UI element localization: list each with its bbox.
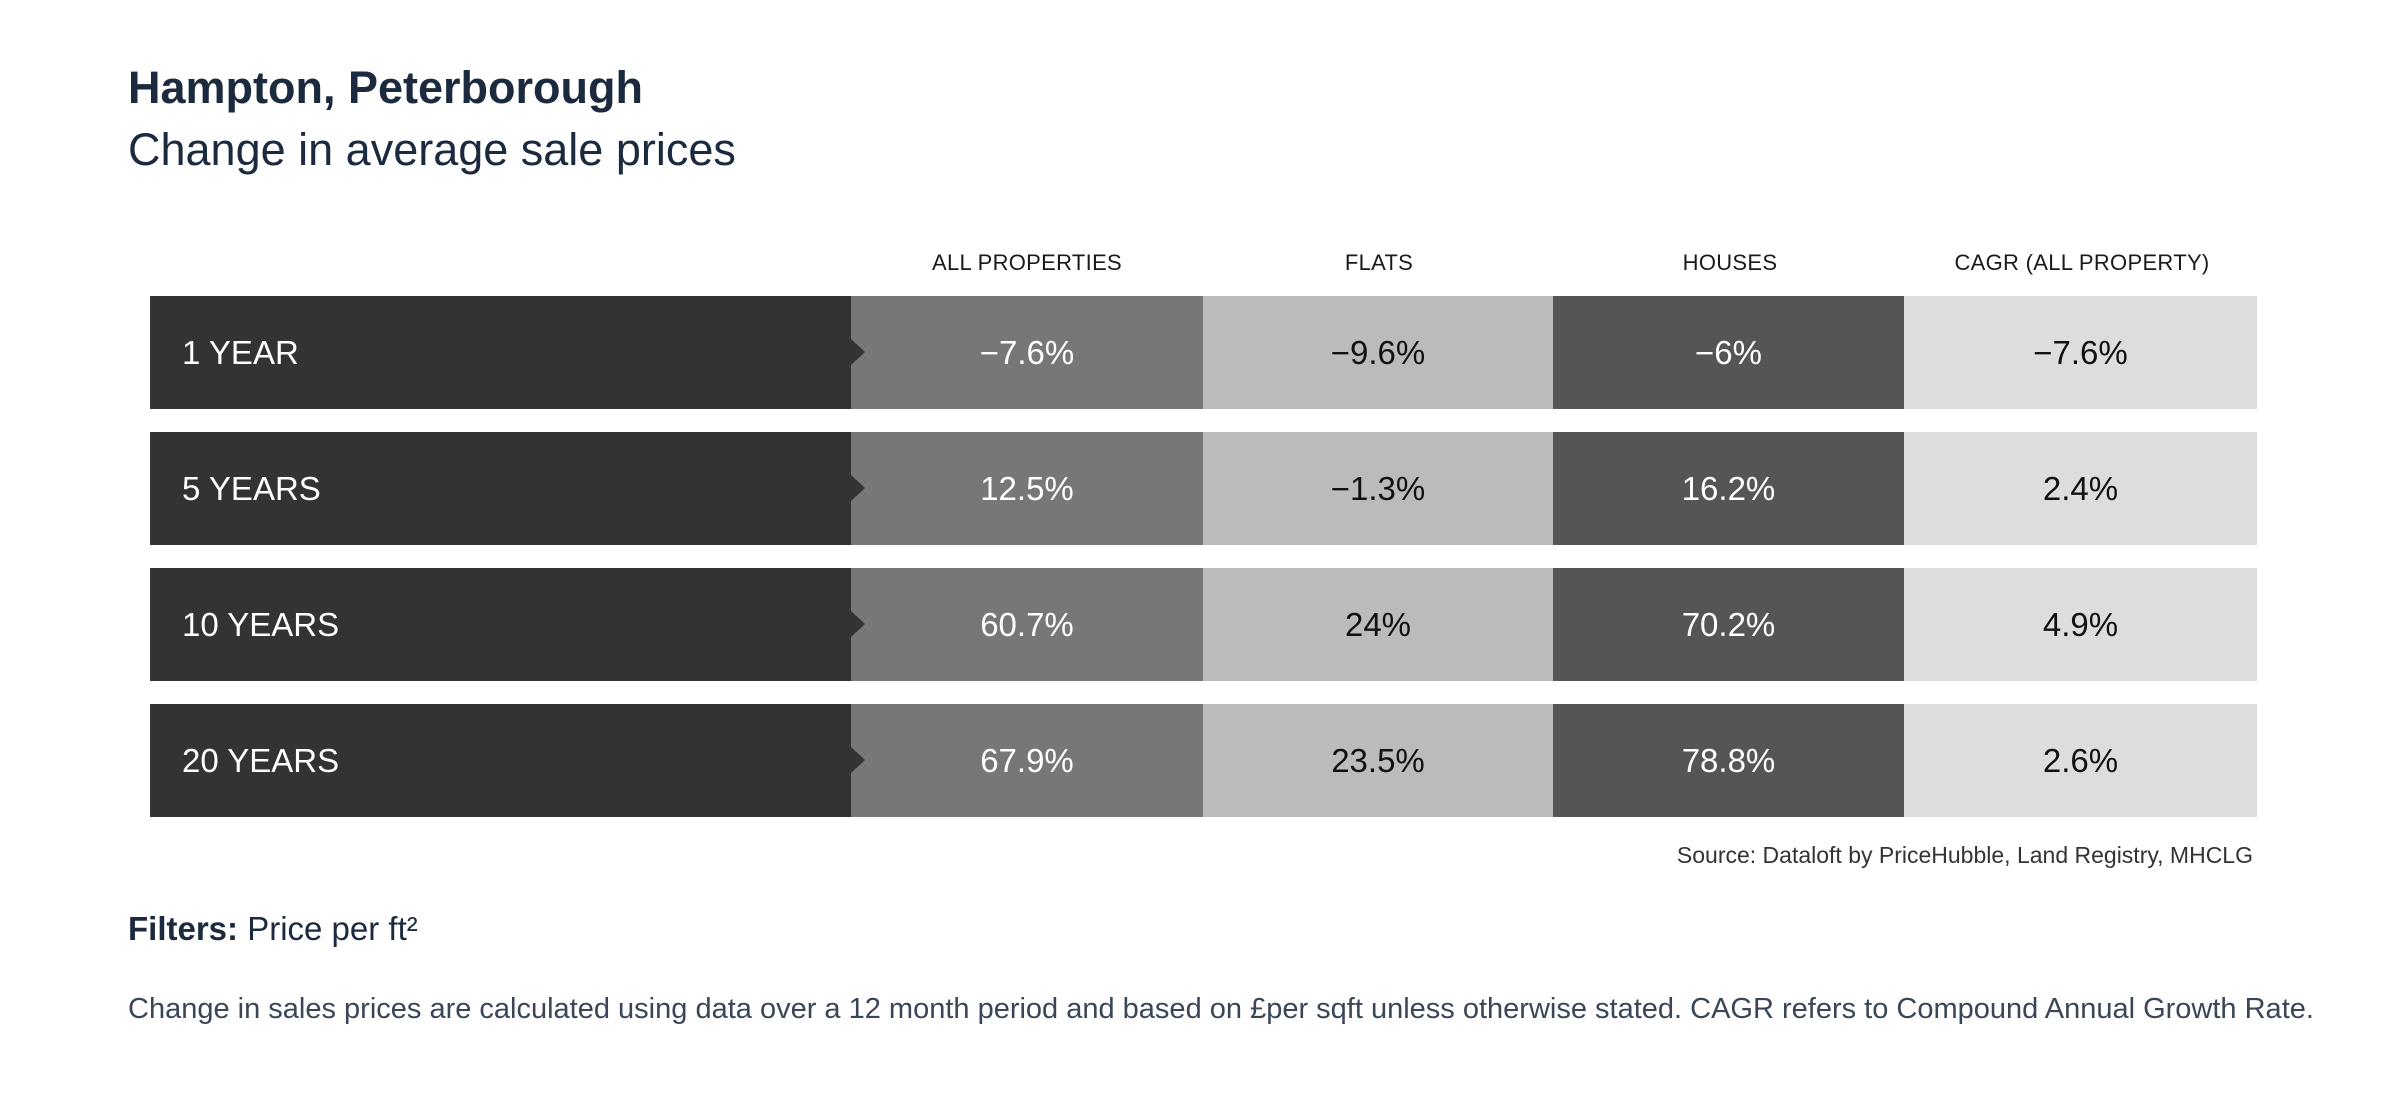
cell-cagr: 4.9% <box>1904 568 2257 681</box>
table-row: 20 YEARS 67.9% 23.5% 78.8% 2.6% <box>150 704 2257 817</box>
cell-flats: −1.3% <box>1203 432 1553 545</box>
row-label-cell: 5 YEARS <box>150 432 851 545</box>
cell-cagr: 2.4% <box>1904 432 2257 545</box>
filters-value: Price per ft² <box>247 910 418 947</box>
cell-flats: 23.5% <box>1203 704 1553 817</box>
column-header-cagr: CAGR (ALL PROPERTY) <box>1954 250 2210 275</box>
cell-houses: 78.8% <box>1553 704 1904 817</box>
cell-houses: −6% <box>1553 296 1904 409</box>
row-pointer-arrow <box>851 475 865 501</box>
row-label: 5 YEARS <box>182 470 321 507</box>
cell-all-properties: 60.7% <box>851 568 1203 681</box>
cell-cagr: 2.6% <box>1904 704 2257 817</box>
cell-all-properties: 12.5% <box>851 432 1203 545</box>
cell-all-properties: −7.6% <box>851 296 1203 409</box>
row-label: 1 YEAR <box>182 334 299 371</box>
footnote: Change in sales prices are calculated us… <box>128 993 2314 1025</box>
row-pointer-arrow <box>851 339 865 365</box>
row-pointer-arrow <box>851 747 865 773</box>
row-label: 20 YEARS <box>182 742 340 779</box>
cell-houses: 16.2% <box>1553 432 1904 545</box>
row-label: 10 YEARS <box>182 606 340 643</box>
table-row: 10 YEARS 60.7% 24% 70.2% 4.9% <box>150 568 2257 681</box>
cell-flats: 24% <box>1203 568 1553 681</box>
column-header-houses: HOUSES <box>1682 250 1778 275</box>
cell-all-properties: 67.9% <box>851 704 1203 817</box>
table-row: 5 YEARS 12.5% −1.3% 16.2% 2.4% <box>150 432 2257 545</box>
table-row: 1 YEAR −7.6% −9.6% −6% −7.6% <box>150 296 2257 409</box>
page-subtitle: Change in average sale prices <box>128 124 736 175</box>
row-label-cell: 10 YEARS <box>150 568 851 681</box>
filters-label: Filters: <box>128 910 239 947</box>
column-header-all-properties: ALL PROPERTIES <box>931 250 1123 275</box>
filters-line: Filters: Price per ft² <box>128 910 418 948</box>
source-note: Source: Dataloft by PriceHubble, Land Re… <box>1676 842 2253 868</box>
row-label-cell: 1 YEAR <box>150 296 851 409</box>
row-pointer-arrow <box>851 611 865 637</box>
page-title: Hampton, Peterborough <box>128 62 643 113</box>
column-header-flats: FLATS <box>1344 250 1414 275</box>
row-label-cell: 20 YEARS <box>150 704 851 817</box>
cell-cagr: −7.6% <box>1904 296 2257 409</box>
cell-houses: 70.2% <box>1553 568 1904 681</box>
cell-flats: −9.6% <box>1203 296 1553 409</box>
